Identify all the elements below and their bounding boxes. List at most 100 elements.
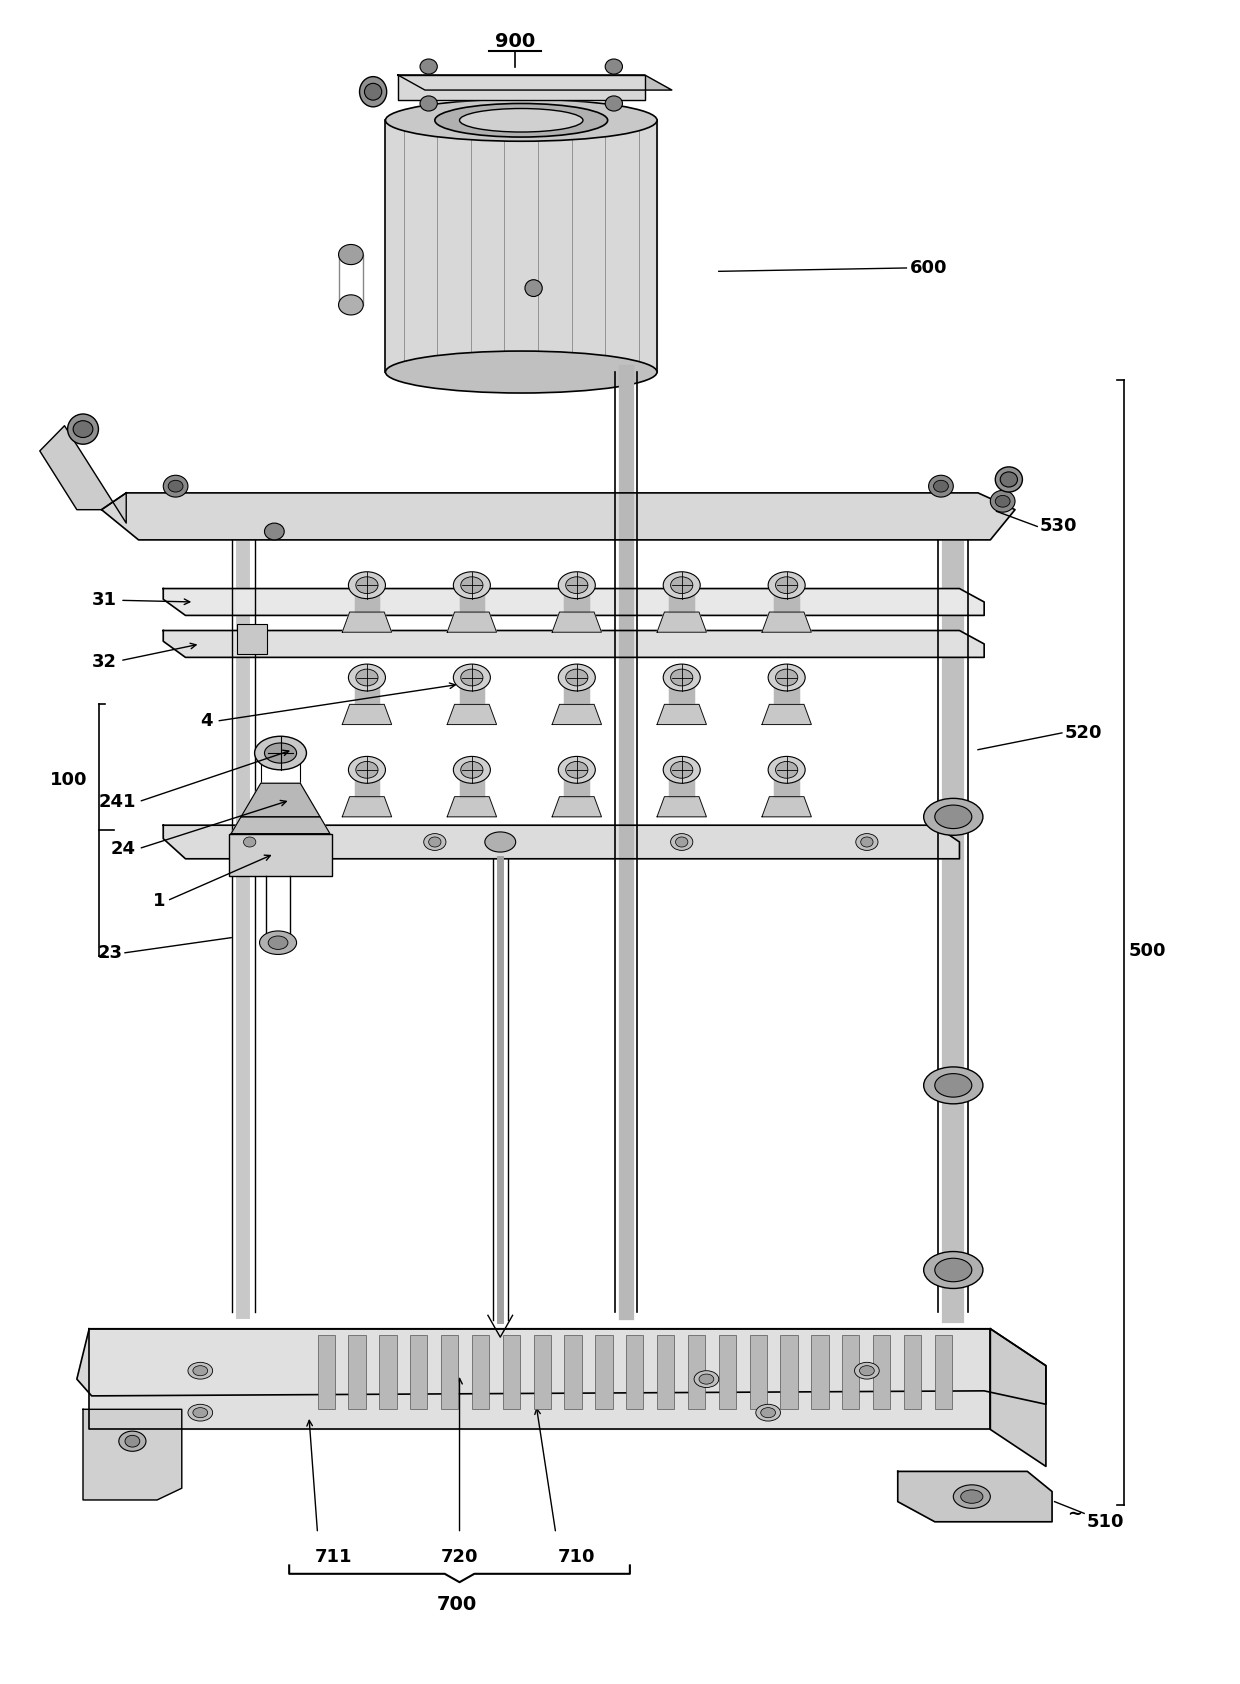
Bar: [657, 1335, 675, 1410]
Polygon shape: [761, 611, 811, 632]
Polygon shape: [164, 825, 960, 859]
Ellipse shape: [924, 1068, 983, 1103]
Ellipse shape: [424, 834, 446, 850]
Ellipse shape: [924, 798, 983, 835]
Ellipse shape: [356, 578, 378, 593]
Bar: [564, 1335, 582, 1410]
Ellipse shape: [605, 59, 622, 74]
Polygon shape: [670, 677, 694, 704]
Ellipse shape: [929, 475, 954, 497]
Polygon shape: [670, 586, 694, 611]
Ellipse shape: [193, 1366, 207, 1376]
Ellipse shape: [188, 1404, 212, 1421]
Ellipse shape: [663, 663, 701, 690]
Bar: [935, 1335, 952, 1410]
Polygon shape: [657, 611, 707, 632]
Bar: [317, 1335, 335, 1410]
Ellipse shape: [935, 805, 972, 829]
Bar: [410, 1335, 428, 1410]
Bar: [750, 1335, 766, 1410]
Ellipse shape: [188, 1362, 212, 1379]
Bar: [842, 1335, 859, 1410]
Ellipse shape: [125, 1435, 140, 1447]
Ellipse shape: [348, 663, 386, 690]
Ellipse shape: [348, 756, 386, 783]
Polygon shape: [761, 704, 811, 724]
Ellipse shape: [768, 573, 805, 598]
Text: ∼: ∼: [1066, 1504, 1083, 1522]
Ellipse shape: [775, 669, 797, 685]
Ellipse shape: [924, 1251, 983, 1288]
Ellipse shape: [760, 1408, 775, 1418]
Ellipse shape: [348, 573, 386, 598]
Ellipse shape: [461, 761, 482, 778]
Polygon shape: [342, 704, 392, 724]
Ellipse shape: [254, 736, 306, 770]
Ellipse shape: [386, 99, 657, 141]
Ellipse shape: [558, 573, 595, 598]
Bar: [533, 1335, 551, 1410]
Polygon shape: [102, 493, 1016, 541]
Ellipse shape: [365, 83, 382, 99]
Polygon shape: [164, 588, 985, 615]
Ellipse shape: [193, 1408, 207, 1418]
Polygon shape: [83, 1410, 182, 1500]
Polygon shape: [774, 586, 799, 611]
Bar: [626, 1335, 644, 1410]
Text: 510: 510: [1086, 1512, 1125, 1531]
Polygon shape: [398, 76, 645, 99]
Polygon shape: [552, 704, 601, 724]
Polygon shape: [355, 586, 379, 611]
Ellipse shape: [854, 1362, 879, 1379]
Ellipse shape: [264, 743, 296, 763]
Ellipse shape: [565, 761, 588, 778]
Ellipse shape: [1001, 472, 1018, 487]
Ellipse shape: [768, 663, 805, 690]
Polygon shape: [398, 76, 672, 89]
Polygon shape: [657, 704, 707, 724]
Text: 720: 720: [440, 1548, 479, 1566]
Bar: [904, 1335, 921, 1410]
Ellipse shape: [699, 1374, 714, 1384]
Text: 1: 1: [154, 893, 166, 909]
Polygon shape: [761, 797, 811, 817]
Ellipse shape: [565, 578, 588, 593]
Ellipse shape: [119, 1431, 146, 1452]
Ellipse shape: [954, 1485, 991, 1509]
Text: 241: 241: [99, 793, 136, 810]
Polygon shape: [342, 797, 392, 817]
Ellipse shape: [671, 578, 693, 593]
Polygon shape: [670, 770, 694, 797]
Ellipse shape: [663, 756, 701, 783]
Ellipse shape: [756, 1404, 780, 1421]
Polygon shape: [355, 770, 379, 797]
Bar: [228, 834, 332, 876]
Ellipse shape: [859, 1366, 874, 1376]
Ellipse shape: [73, 421, 93, 438]
Ellipse shape: [558, 756, 595, 783]
Ellipse shape: [996, 495, 1011, 507]
Text: 32: 32: [92, 653, 117, 672]
Ellipse shape: [461, 669, 482, 685]
Ellipse shape: [768, 756, 805, 783]
Polygon shape: [241, 783, 320, 817]
Ellipse shape: [671, 834, 693, 850]
Ellipse shape: [991, 490, 1016, 512]
Ellipse shape: [264, 524, 284, 541]
Polygon shape: [564, 677, 589, 704]
Polygon shape: [231, 817, 330, 834]
Ellipse shape: [339, 295, 363, 315]
Polygon shape: [355, 677, 379, 704]
Ellipse shape: [856, 834, 878, 850]
Ellipse shape: [454, 573, 490, 598]
Text: 710: 710: [558, 1548, 595, 1566]
Bar: [237, 623, 267, 653]
Ellipse shape: [169, 480, 184, 492]
Text: 520: 520: [1064, 724, 1102, 743]
Ellipse shape: [775, 761, 797, 778]
Polygon shape: [774, 770, 799, 797]
Polygon shape: [448, 611, 496, 632]
Ellipse shape: [360, 77, 387, 106]
Ellipse shape: [565, 669, 588, 685]
Polygon shape: [460, 770, 484, 797]
